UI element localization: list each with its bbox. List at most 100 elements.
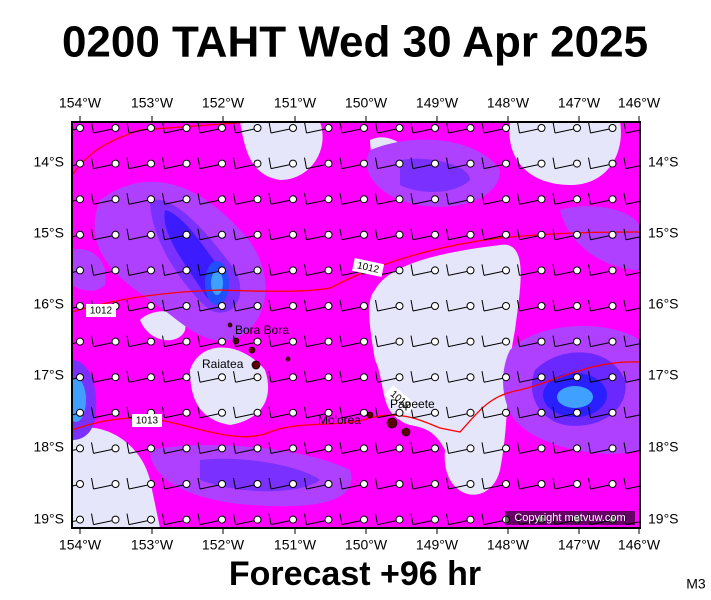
station — [182, 195, 191, 204]
station — [395, 124, 404, 132]
barb-flag — [339, 513, 343, 525]
station — [253, 337, 262, 346]
barb-staff — [377, 413, 397, 419]
barb-staff — [412, 377, 433, 383]
barb-flag — [339, 335, 343, 347]
barb-staff — [590, 128, 610, 134]
barb-staff — [625, 485, 640, 490]
barb-staff — [270, 235, 291, 241]
barb-flag — [517, 299, 520, 312]
station — [608, 337, 617, 346]
barb-staff — [72, 199, 78, 202]
station — [431, 124, 439, 132]
barb-staff — [519, 199, 539, 205]
barb-flag — [304, 299, 307, 312]
barb-staff — [483, 520, 504, 526]
latitude-label: 17°S — [33, 367, 64, 383]
barb-flag — [197, 442, 201, 454]
station — [608, 480, 617, 488]
station — [395, 444, 404, 453]
barb-flag — [268, 335, 272, 347]
barb-staff — [377, 520, 397, 526]
station — [573, 444, 581, 453]
station — [76, 480, 84, 488]
station — [324, 337, 333, 346]
barb-staff — [590, 448, 610, 454]
barb-flag — [268, 157, 272, 169]
map-area: 1012 1012 1013 1013 Bora Bora Raiatea Mo… — [72, 122, 640, 528]
barb-flag — [126, 193, 130, 205]
barb-flag — [410, 371, 414, 383]
barb-staff — [519, 484, 539, 490]
barb-staff — [164, 128, 184, 134]
barb-flag — [588, 299, 591, 312]
barb-staff — [412, 520, 433, 526]
station — [253, 408, 262, 417]
barb-staff — [93, 270, 113, 276]
station — [147, 302, 155, 310]
station — [111, 515, 120, 524]
barb-flag — [623, 477, 627, 490]
barb-staff — [625, 449, 640, 454]
barb-staff — [72, 164, 78, 167]
station — [360, 408, 368, 417]
barb-flag — [588, 442, 591, 454]
barb-flag — [517, 335, 520, 347]
station — [537, 337, 546, 346]
station — [573, 124, 581, 132]
station — [466, 302, 475, 310]
barb-flag — [197, 264, 201, 276]
station — [608, 373, 617, 382]
barb-staff — [199, 342, 220, 348]
barb-staff — [306, 164, 326, 170]
barb-flag — [304, 122, 307, 134]
place-label: Mo'orea — [318, 413, 361, 427]
barb-staff — [235, 306, 255, 312]
barb-staff — [341, 448, 362, 454]
barb-flag — [481, 335, 485, 347]
barb-flag — [126, 228, 130, 240]
station — [147, 480, 155, 488]
barb-flag — [126, 264, 130, 276]
barb-flag — [233, 299, 236, 312]
barb-staff — [448, 128, 468, 134]
station — [111, 480, 120, 488]
barb-staff — [306, 484, 326, 490]
station — [537, 159, 546, 168]
station — [76, 230, 84, 239]
barb-staff — [164, 199, 184, 205]
station — [502, 408, 510, 417]
barb-staff — [199, 377, 220, 383]
barb-staff — [341, 342, 362, 348]
station — [395, 515, 404, 524]
barb-staff — [625, 414, 640, 419]
barb-staff — [483, 199, 504, 205]
station — [466, 408, 475, 417]
barb-staff — [483, 484, 504, 490]
copyright: Copyright metvuw.com — [514, 512, 625, 524]
isobar-label: 1012 — [90, 306, 113, 317]
longitude-label: 154°W — [59, 95, 102, 111]
barb-flag — [552, 477, 556, 490]
barb-staff — [235, 342, 255, 348]
station — [111, 373, 120, 382]
barb-staff — [590, 164, 610, 170]
barb-staff — [519, 164, 539, 170]
barb-staff — [341, 164, 362, 170]
station — [289, 159, 297, 168]
barb-flag — [126, 299, 130, 312]
barb-flag — [126, 442, 130, 454]
barb-staff — [235, 235, 255, 241]
barb-flag — [304, 513, 307, 525]
barb-flag — [233, 477, 236, 490]
barb-staff — [72, 484, 78, 487]
barb-staff — [270, 306, 291, 312]
barb-flag — [375, 228, 378, 240]
barb-flag — [197, 477, 201, 490]
barb-staff — [199, 413, 220, 419]
barb-flag — [446, 442, 449, 454]
barb-staff — [306, 235, 326, 241]
station — [466, 124, 475, 132]
barb-flag — [481, 513, 485, 525]
